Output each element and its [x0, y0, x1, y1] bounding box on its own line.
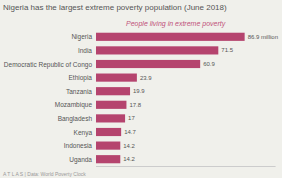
data-label: 17.8: [129, 102, 141, 108]
category-label: Tanzania: [66, 88, 92, 95]
data-label: 14.2: [123, 143, 135, 149]
category-label: India: [78, 47, 92, 54]
bar: [96, 101, 126, 109]
title: Nigeria has the largest extreme poverty …: [3, 3, 227, 12]
data-label: 86.9 million: [248, 34, 278, 40]
data-label: 60.9: [203, 61, 215, 67]
bar: [96, 60, 200, 68]
category-label: Indonesia: [64, 142, 93, 149]
category-label: Bangladesh: [58, 115, 93, 123]
bar: [96, 46, 218, 54]
bar: [96, 87, 130, 95]
data-label: 14.2: [123, 156, 135, 162]
background: [0, 0, 282, 178]
data-label: 19.9: [133, 88, 145, 94]
data-label: 71.5: [221, 47, 233, 53]
bars: [96, 33, 245, 164]
category-label: Kenya: [74, 129, 93, 137]
data-label: 17: [128, 115, 135, 121]
bar: [96, 155, 120, 163]
subtitle: People living in extreme poverty: [126, 20, 226, 28]
category-label: Uganda: [69, 156, 92, 164]
category-label: Mozambique: [55, 101, 93, 109]
bar: [96, 114, 125, 122]
bar: [96, 74, 137, 82]
data-label: 23.9: [140, 75, 152, 81]
bar: [96, 33, 245, 41]
footer: A T L A S | Data: World Poverty Clock: [3, 171, 86, 177]
bar: [96, 128, 121, 136]
chart: Nigeria has the largest extreme poverty …: [0, 0, 282, 178]
data-label: 14.7: [124, 129, 136, 135]
x-axis: [96, 166, 276, 167]
category-label: Ethiopia: [69, 74, 93, 82]
bar: [96, 142, 120, 150]
category-label: Nigeria: [71, 33, 92, 41]
category-label: Democratic Republic of Congo: [4, 61, 93, 69]
